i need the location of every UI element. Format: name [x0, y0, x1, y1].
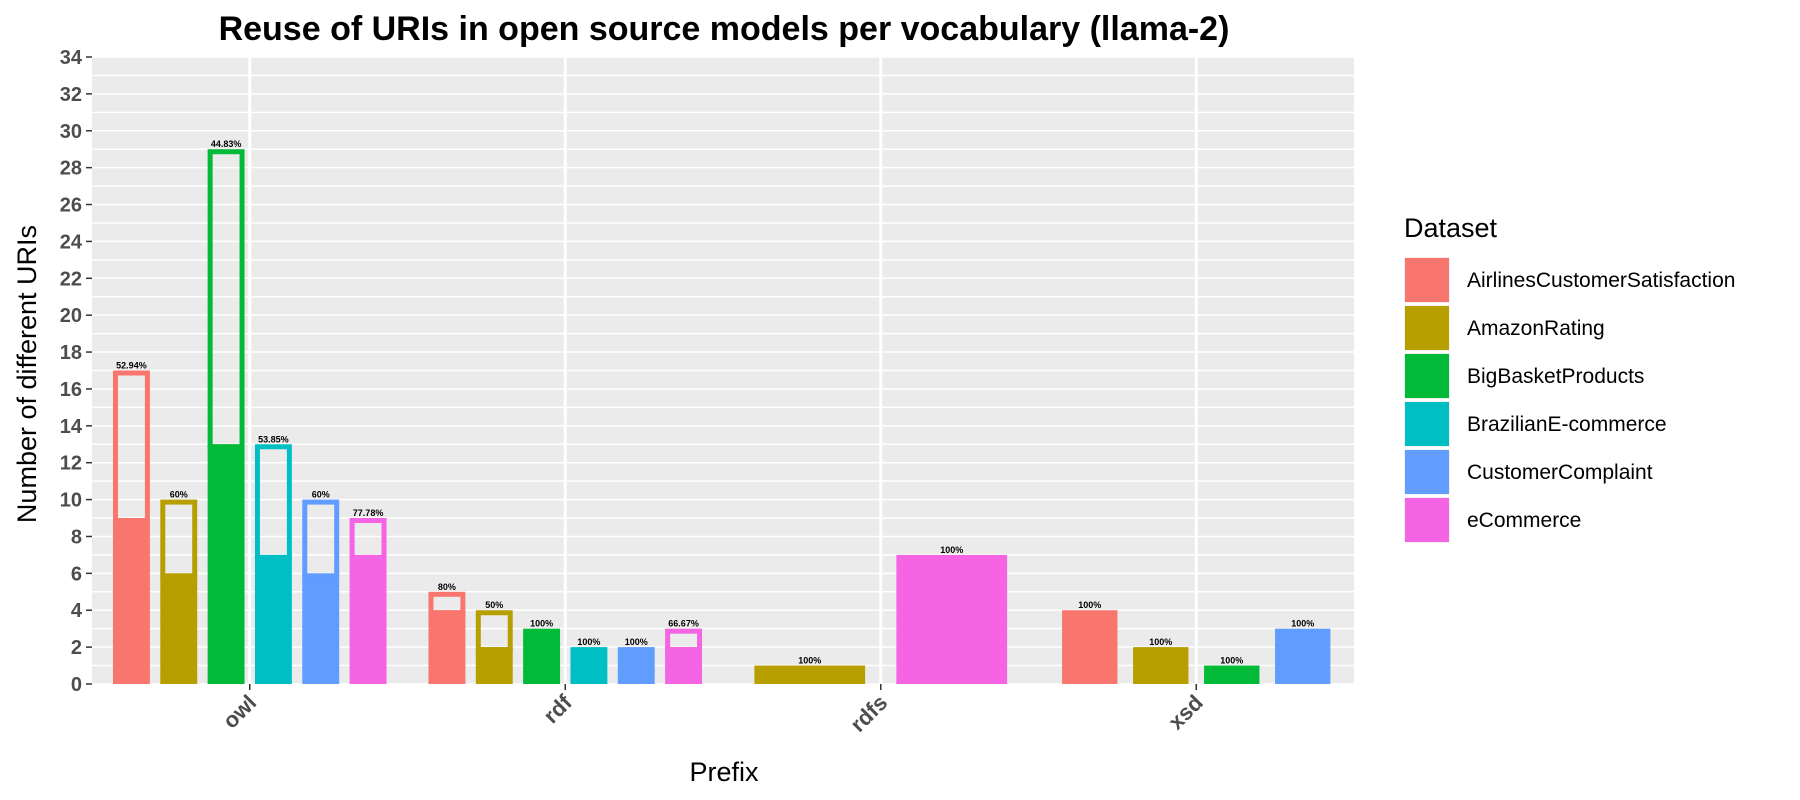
data-label: 60% [170, 490, 188, 500]
bar-reused [665, 647, 703, 684]
data-label: 80% [438, 582, 456, 592]
y-tick-label: 32 [60, 84, 82, 106]
bar-reused [523, 628, 561, 684]
bar-reused [1204, 665, 1260, 684]
data-label: 100% [1149, 637, 1172, 647]
y-tick-label: 18 [60, 342, 82, 364]
bar-reused [1133, 647, 1189, 684]
y-tick-label: 14 [60, 416, 83, 438]
data-label: 100% [625, 637, 648, 647]
bar-reused [754, 665, 866, 684]
x-tick-label: xsd [1163, 690, 1207, 734]
bar-total-outline [665, 628, 703, 653]
legend-key [1405, 498, 1449, 542]
bar-total-outline [475, 610, 513, 653]
legend-label: AmazonRating [1467, 317, 1605, 340]
data-label: 60% [312, 490, 330, 500]
y-tick-label: 2 [71, 637, 82, 659]
legend-key [1405, 402, 1449, 446]
legend-key [1405, 450, 1449, 494]
data-label: 100% [1220, 656, 1243, 666]
bar-reused [254, 554, 292, 684]
y-tick-label: 26 [60, 195, 82, 217]
x-axis-title: Prefix [689, 757, 759, 787]
bar-total-outline [254, 444, 292, 560]
bar-reused [475, 647, 513, 684]
bar-reused [207, 444, 245, 684]
x-axis: owl rdf rdfs xsd [218, 684, 1208, 737]
legend: Dataset AirlinesCustomerSatisfaction Amaz… [1404, 213, 1735, 543]
bars: 52.94% 60% 44.83% 53.85% 60% 77.78% 80% 50% 100%… [112, 139, 1331, 684]
bar-total-outline [428, 591, 466, 616]
legend-label: BrazilianE-commerce [1467, 413, 1667, 436]
x-tick-label: owl [218, 690, 262, 734]
bar-reused [160, 573, 198, 684]
bar-reused [112, 518, 150, 684]
y-tick-label: 28 [60, 158, 82, 180]
data-label: 100% [530, 619, 553, 629]
legend-title: Dataset [1404, 213, 1498, 243]
y-tick-label: 6 [71, 563, 82, 585]
bar-total-outline [112, 370, 150, 524]
y-tick-label: 34 [60, 47, 83, 69]
x-tick-label: rdf [538, 689, 577, 728]
data-label: 50% [485, 600, 503, 610]
data-label: 100% [798, 656, 821, 666]
y-axis-title: Number of different URIs [12, 225, 42, 523]
data-label: 66.67% [668, 619, 699, 629]
bar-total-outline [349, 518, 387, 560]
data-label: 100% [940, 545, 963, 555]
y-tick-label: 8 [71, 526, 82, 548]
data-label: 100% [577, 637, 600, 647]
data-label: 77.78% [353, 508, 384, 518]
y-tick-label: 12 [60, 453, 82, 475]
bar-reused [428, 610, 466, 684]
data-label: 100% [1291, 619, 1314, 629]
bar-reused [349, 554, 387, 684]
legend-key [1405, 306, 1449, 350]
y-tick-label: 10 [60, 490, 82, 512]
y-tick-label: 20 [60, 305, 82, 327]
bar-total-outline [302, 499, 340, 579]
bar-reused [302, 573, 340, 684]
data-label: 52.94% [116, 361, 147, 371]
y-tick-label: 22 [60, 268, 82, 290]
legend-label: CustomerComplaint [1467, 461, 1653, 484]
data-label: 44.83% [211, 139, 242, 149]
y-tick-label: 16 [60, 379, 82, 401]
data-label: 100% [1078, 600, 1101, 610]
bar-total-outline [160, 499, 198, 579]
legend-label: eCommerce [1467, 509, 1581, 532]
bar-reused [896, 554, 1008, 684]
bar-reused [1275, 628, 1331, 684]
bar-reused [617, 647, 655, 684]
y-tick-label: 30 [60, 121, 82, 143]
data-label: 53.85% [258, 434, 289, 444]
legend-label: AirlinesCustomerSatisfaction [1467, 269, 1735, 292]
bar-total-outline [207, 149, 245, 450]
bar-reused [570, 647, 608, 684]
legend-label: BigBasketProducts [1467, 365, 1644, 388]
y-tick-label: 0 [71, 674, 82, 696]
chart-title: Reuse of URIs in open source models per … [219, 10, 1230, 48]
y-tick-label: 24 [60, 231, 83, 253]
bar-reused [1062, 610, 1118, 684]
legend-key [1405, 258, 1449, 302]
legend-key [1405, 354, 1449, 398]
y-tick-label: 4 [71, 600, 83, 622]
x-tick-label: rdfs [845, 690, 892, 737]
